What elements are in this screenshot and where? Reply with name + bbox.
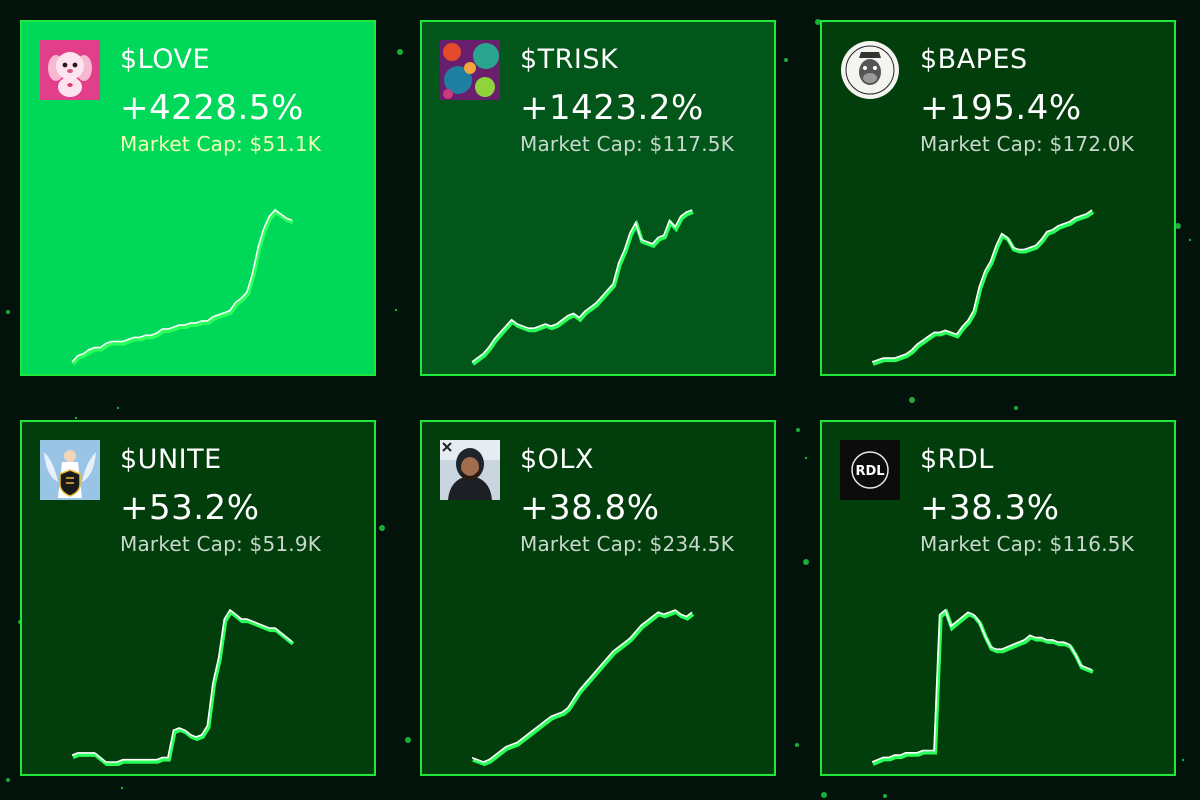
token-ticker: $OLX [520,444,594,475]
market-cap: Market Cap: $172.0K [920,132,1135,156]
particle-dot [1181,758,1185,762]
token-card-bapes[interactable]: $BAPES +195.4% Market Cap: $172.0K [820,20,1176,376]
angel-badge-icon [40,440,100,500]
token-ticker: $LOVE [120,44,211,75]
particle-dot [405,737,411,743]
sparkline-chart [471,209,694,366]
sparkline-line [471,609,693,763]
sparkline-shadow [71,209,294,366]
sparkline-chart [71,608,295,766]
particle-dot [6,778,10,782]
market-cap: Market Cap: $117.5K [520,132,735,156]
particle-dot [909,397,915,403]
particle-dot [74,416,78,420]
price-change: +4228.5% [120,88,304,128]
token-card-rdl[interactable]: RDL $RDL +38.3% Market Cap: $116.5K [820,420,1176,776]
sparkline-shadow [472,609,695,767]
hooded-man-icon [440,440,500,500]
sparkline-chart [71,208,294,366]
particle-dot [784,58,788,62]
token-card-love[interactable]: $LOVE +4228.5% Market Cap: $51.1K [20,20,376,376]
pink-puppy-icon [40,40,100,100]
token-ticker: $RDL [920,444,994,475]
particle-dot [815,19,821,25]
market-cap: Market Cap: $116.5K [920,532,1135,556]
sparkline-chart [871,608,1094,766]
particle-dot [1014,406,1018,410]
particle-dot [883,794,887,798]
sparkline-shadow [471,210,694,366]
market-cap: Market Cap: $51.9K [120,532,322,556]
rdl-logo-text: RDL [855,464,884,479]
price-change: +38.8% [520,488,660,528]
particle-dot [379,525,385,531]
token-card-unite[interactable]: $UNITE +53.2% Market Cap: $51.9K [20,420,376,776]
token-ticker: $TRISK [520,44,619,75]
particle-dot [116,406,120,410]
price-change: +195.4% [920,88,1082,128]
sparkline-line [471,209,693,363]
particle-dot [1188,238,1192,242]
particle-dot [804,456,808,460]
sparkline-shadow [872,608,1094,766]
colorful-orbs-icon [440,40,500,100]
particle-dot [803,559,809,565]
particle-dot [796,428,800,432]
particle-dot [394,308,398,312]
bored-ape-icon [840,40,900,100]
particle-dot [795,743,799,747]
sparkline-chart [871,209,1095,366]
particle-dot [120,786,124,790]
market-cap: Market Cap: $234.5K [520,532,735,556]
sparkline-shadow [72,609,295,766]
sparkline-shadow [872,210,1095,366]
sparkline-line [71,608,293,763]
price-change: +53.2% [120,488,260,528]
price-change: +1423.2% [520,88,704,128]
particle-dot [6,310,10,314]
sparkline-line [871,608,1093,763]
token-card-trisk[interactable]: $TRISK +1423.2% Market Cap: $117.5K [420,20,776,376]
price-change: +38.3% [920,488,1060,528]
sparkline-line [71,208,293,363]
token-card-olx[interactable]: $OLX +38.8% Market Cap: $234.5K [420,420,776,776]
token-ticker: $BAPES [920,44,1028,75]
sparkline-chart [471,609,695,767]
rdl-logo: RDL [840,440,900,500]
particle-dot [821,792,827,798]
particle-dot [397,49,403,55]
sparkline-line [871,209,1093,363]
particle-dot [1175,223,1181,229]
market-cap: Market Cap: $51.1K [120,132,322,156]
token-ticker: $UNITE [120,444,222,475]
